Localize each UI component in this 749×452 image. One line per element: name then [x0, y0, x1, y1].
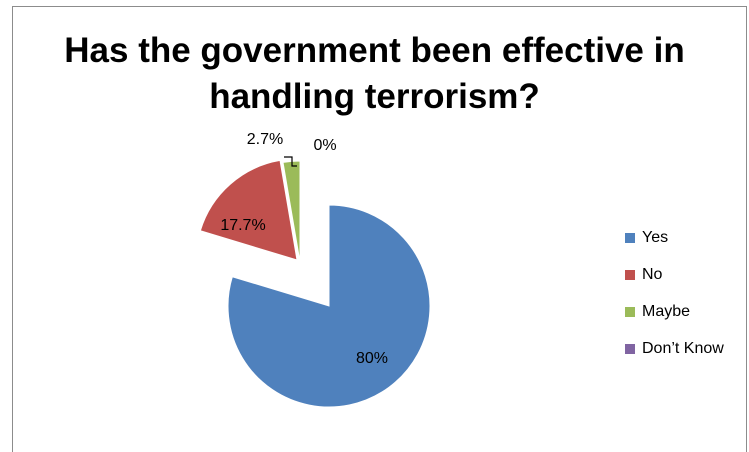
chart-title: Has the government been effective in han… — [0, 28, 749, 120]
legend-item-maybe: Maybe — [625, 293, 724, 330]
data-label-dont-know: 0% — [313, 137, 336, 154]
data-label-maybe: 2.7% — [247, 131, 283, 148]
data-label-no: 17.7% — [220, 217, 265, 234]
legend-label-dont-know: Don’t Know — [642, 339, 724, 357]
pie-slice-no — [199, 159, 298, 261]
legend-swatch-no — [625, 269, 635, 280]
leader-line-maybe — [284, 156, 297, 167]
legend-item-yes: Yes — [625, 219, 724, 256]
legend-swatch-maybe — [625, 306, 635, 317]
chart-legend: Yes No Maybe Don’t Know — [625, 219, 724, 367]
chart-title-line-1: Has the government been effective in — [64, 31, 685, 70]
legend-swatch-yes — [625, 232, 635, 243]
chart-title-line-2: handling terrorism? — [209, 77, 540, 116]
legend-label-yes: Yes — [642, 228, 669, 246]
legend-label-no: No — [642, 265, 663, 283]
legend-label-maybe: Maybe — [642, 302, 691, 320]
legend-swatch-dont-know — [625, 343, 635, 354]
data-label-yes: 80% — [356, 350, 388, 367]
legend-item-no: No — [625, 256, 724, 293]
pie-slice-yes — [227, 204, 431, 408]
legend-item-dont-know: Don’t Know — [625, 330, 724, 367]
